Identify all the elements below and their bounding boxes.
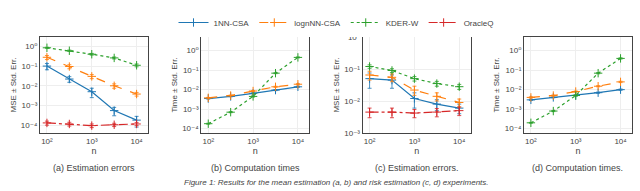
svg-text:MSE ± Std. Err.: MSE ± Std. Err. (9, 57, 18, 112)
svg-text:OracleQ: OracleQ (464, 19, 494, 28)
svg-text:10³: 10³ (570, 137, 582, 146)
svg-text:10⁻¹: 10⁻¹ (344, 65, 360, 74)
svg-text:KDER-W: KDER-W (386, 19, 419, 28)
svg-text:1NN-CSA: 1NN-CSA (214, 19, 250, 28)
svg-text:10⁻¹: 10⁻¹ (506, 66, 522, 75)
svg-text:10⁻³: 10⁻³ (22, 101, 38, 110)
svg-text:10⁻⁴: 10⁻⁴ (21, 121, 38, 130)
svg-text:(b) Computation times: (b) Computation times (211, 163, 300, 173)
svg-text:10⁻²: 10⁻² (344, 97, 360, 106)
svg-text:10⁻⁴: 10⁻⁴ (505, 124, 522, 133)
svg-text:10⁻¹: 10⁻¹ (183, 66, 199, 75)
svg-text:10⁻³: 10⁻³ (344, 129, 360, 138)
svg-text:(d) Computation times.: (d) Computation times. (532, 163, 623, 173)
svg-text:10⁰: 10⁰ (187, 46, 199, 55)
svg-text:(a) Estimation errors: (a) Estimation errors (53, 163, 135, 173)
svg-text:MSE ± Std. Err.: MSE ± Std. Err. (332, 57, 341, 112)
svg-text:10⁻²: 10⁻² (183, 85, 199, 94)
svg-text:10²: 10² (364, 137, 376, 146)
svg-text:10⁰: 10⁰ (347, 32, 360, 42)
svg-text:10³: 10³ (86, 137, 98, 146)
svg-text:n: n (414, 146, 419, 156)
svg-text:10⁻³: 10⁻³ (506, 105, 522, 114)
svg-text:10⁻²: 10⁻² (22, 82, 38, 91)
svg-text:10³: 10³ (409, 137, 421, 146)
svg-text:n: n (575, 146, 580, 156)
svg-text:10⁻²: 10⁻² (506, 85, 522, 94)
svg-text:n: n (253, 146, 258, 156)
svg-text:10⁰: 10⁰ (25, 42, 37, 51)
svg-text:10²: 10² (41, 137, 53, 146)
svg-text:Figure 1: Results for the mean: Figure 1: Results for the mean estimatio… (184, 178, 489, 187)
svg-text:Time ± Std. Err.: Time ± Std. Err. (492, 57, 501, 112)
svg-text:10²: 10² (202, 137, 214, 146)
svg-text:10⁻³: 10⁻³ (183, 105, 199, 114)
svg-text:10²: 10² (525, 137, 537, 146)
svg-text:10³: 10³ (247, 137, 259, 146)
svg-text:10⁰: 10⁰ (509, 46, 521, 55)
svg-text:10⁴: 10⁴ (292, 137, 305, 146)
svg-text:Time ± Std. Err.: Time ± Std. Err. (170, 57, 179, 112)
svg-text:10⁴: 10⁴ (614, 137, 627, 146)
svg-text:10⁴: 10⁴ (453, 137, 466, 146)
svg-text:10⁴: 10⁴ (130, 137, 143, 146)
svg-text:10⁻¹: 10⁻¹ (22, 62, 38, 71)
svg-text:(c) Estimation errors.: (c) Estimation errors. (375, 163, 459, 173)
svg-text:10⁻⁴: 10⁻⁴ (182, 124, 199, 133)
svg-text:n: n (92, 146, 97, 156)
svg-text:lognNN-CSA: lognNN-CSA (294, 19, 340, 28)
